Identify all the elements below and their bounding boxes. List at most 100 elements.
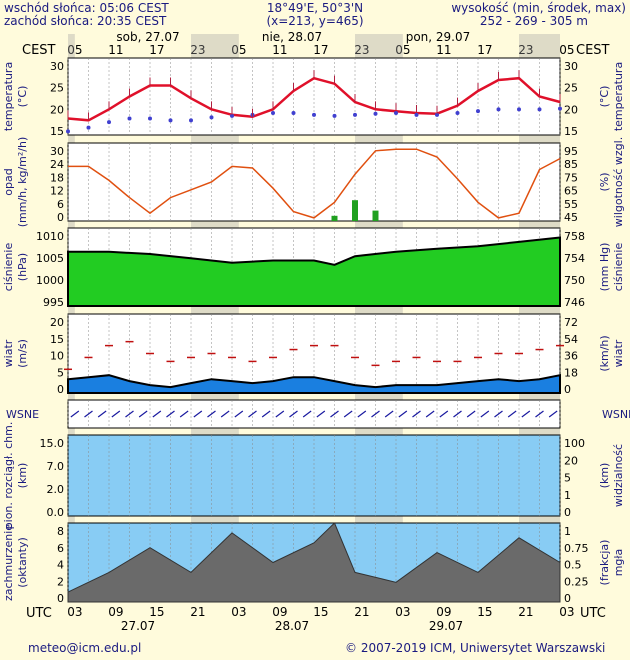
dewpoint-dot [127, 116, 132, 121]
wind-direction-arrow [521, 410, 531, 418]
right-axis-title: ciśnienie [612, 243, 625, 292]
right-tick-label: 758 [564, 230, 585, 243]
chart-marks [64, 70, 564, 603]
right-tick-label: 18 [564, 366, 578, 379]
left-tick-label: 0 [57, 211, 64, 224]
wind-direction-arrow [480, 410, 490, 418]
right-tick-label: 55 [564, 198, 578, 211]
top-hour-label: 05 [231, 43, 246, 57]
right-tick-label: 750 [564, 274, 585, 287]
sunrise-text: wschód słońca: 05:06 CEST [4, 1, 169, 15]
right-tick-label: 100 [564, 437, 585, 450]
left-axis-unit: (°C) [16, 86, 29, 108]
left-tick-label: 2 [57, 575, 64, 588]
right-tick-label: 0.25 [564, 575, 589, 588]
right-axis-unit: (km/h) [598, 335, 611, 371]
right-tick-label: 1 [564, 525, 571, 538]
top-hour-label: 05 [559, 43, 574, 57]
dewpoint-dot [332, 113, 337, 118]
right-tick-label: 25 [564, 82, 578, 95]
right-tick-label: 20 [564, 454, 578, 467]
wind-direction-arrow [97, 410, 107, 418]
dewpoint-dot [455, 111, 460, 115]
dewpoint-dot [435, 112, 439, 117]
wind-direction-arrow [507, 410, 517, 418]
right-axis-title: wiatr [612, 339, 625, 367]
wind-direction-arrow [193, 410, 203, 418]
bottom-hour-label: 03 [67, 605, 82, 619]
left-axis-title: temperatura [2, 62, 15, 131]
right-tick-label: 0 [564, 592, 571, 605]
left-tick-label: 4 [57, 559, 64, 572]
wind-direction-arrow [70, 410, 80, 418]
left-axis-unit: (mm/h, kg/m²/h) [16, 137, 29, 228]
wind-direction-arrow [439, 410, 449, 418]
wind-direction-arrow [535, 410, 544, 418]
wind-direction-arrow [289, 410, 298, 418]
humidity-line [68, 148, 561, 219]
right-tick-label: 0 [564, 506, 571, 519]
wind-direction-arrow [384, 410, 394, 418]
left-tick-label: 24 [50, 158, 64, 171]
left-tick-label: 20 [50, 316, 64, 329]
left-axis-unit: (oktanty) [16, 537, 29, 588]
left-tick-label: 20 [50, 103, 64, 116]
chart-panels [67, 57, 561, 603]
wind-direction-arrow [166, 410, 175, 418]
compass-label: WSNE [6, 408, 39, 421]
right-tick-label: 30 [564, 60, 578, 73]
right-tick-label: 5 [564, 472, 571, 485]
top-day-label: pon, 29.07 [406, 30, 471, 44]
left-tick-label: 10 [50, 350, 64, 363]
wind-direction-arrow [412, 410, 421, 418]
top-hour-label: 05 [395, 43, 410, 57]
bottom-tz-right: UTC [580, 606, 606, 621]
wind-direction-arrow [398, 410, 408, 418]
left-tick-label: 1005 [36, 252, 64, 265]
wind-direction-arrow [248, 410, 257, 418]
bottom-date-labels: 27.07 28.07 29.07 [121, 619, 463, 633]
right-axis-unit: (%) [598, 172, 611, 191]
right-axis-unit: (°C) [598, 86, 611, 108]
dewpoint-dot [414, 112, 419, 117]
dewpoint-dot [168, 118, 173, 123]
top-hour-label: 05 [67, 43, 82, 57]
right-tick-label: 0.75 [564, 542, 589, 555]
dewpoint-dot [148, 116, 152, 121]
compass-label: WSNE [602, 408, 630, 421]
bottom-hour-labels: 03 09 15 21 03 09 15 21 03 09 15 21 03 [67, 605, 574, 619]
bottom-hour-label: 09 [272, 605, 287, 619]
left-axis-unit: (m/s) [16, 339, 29, 368]
wind-direction-arrow [138, 410, 148, 418]
dewpoint-dot [558, 106, 562, 111]
footer-email[interactable]: meteo@icm.edu.pl [28, 641, 141, 655]
right-tick-label: 754 [564, 252, 585, 265]
bottom-hour-label: 15 [313, 605, 328, 619]
left-tick-label: 15 [50, 125, 64, 138]
precip-bar [372, 210, 379, 221]
altitude-values: 252 - 269 - 305 m [480, 14, 588, 28]
wind-direction-arrow [330, 410, 339, 418]
top-tz-right: CEST [576, 43, 610, 58]
top-hour-labels: 05 11 17 23 05 11 17 23 05 11 17 23 05 [67, 43, 574, 57]
dewpoint-dot [230, 113, 234, 118]
left-tick-label: 0 [57, 383, 64, 396]
right-tick-label: 1 [564, 489, 571, 502]
left-tick-label: 0 [57, 592, 64, 605]
bottom-date-label: 29.07 [429, 619, 463, 633]
bottom-tz-left: UTC [26, 606, 52, 621]
right-tick-label: 20 [564, 103, 578, 116]
dewpoint-dot [353, 112, 357, 117]
left-axis-unit: (hPa) [16, 253, 29, 281]
top-hour-label: 17 [477, 43, 492, 57]
right-tick-label: 15 [564, 125, 578, 138]
right-tick-label: 54 [564, 333, 578, 346]
left-tick-label: 30 [50, 60, 64, 73]
right-axis-title: mgła [612, 549, 625, 577]
dewpoint-dot [66, 129, 70, 134]
right-tick-label: 75 [564, 171, 578, 184]
right-axis-title: widzialność [612, 444, 625, 507]
top-hour-label: 11 [272, 43, 287, 57]
dewpoint-dot [517, 107, 521, 112]
